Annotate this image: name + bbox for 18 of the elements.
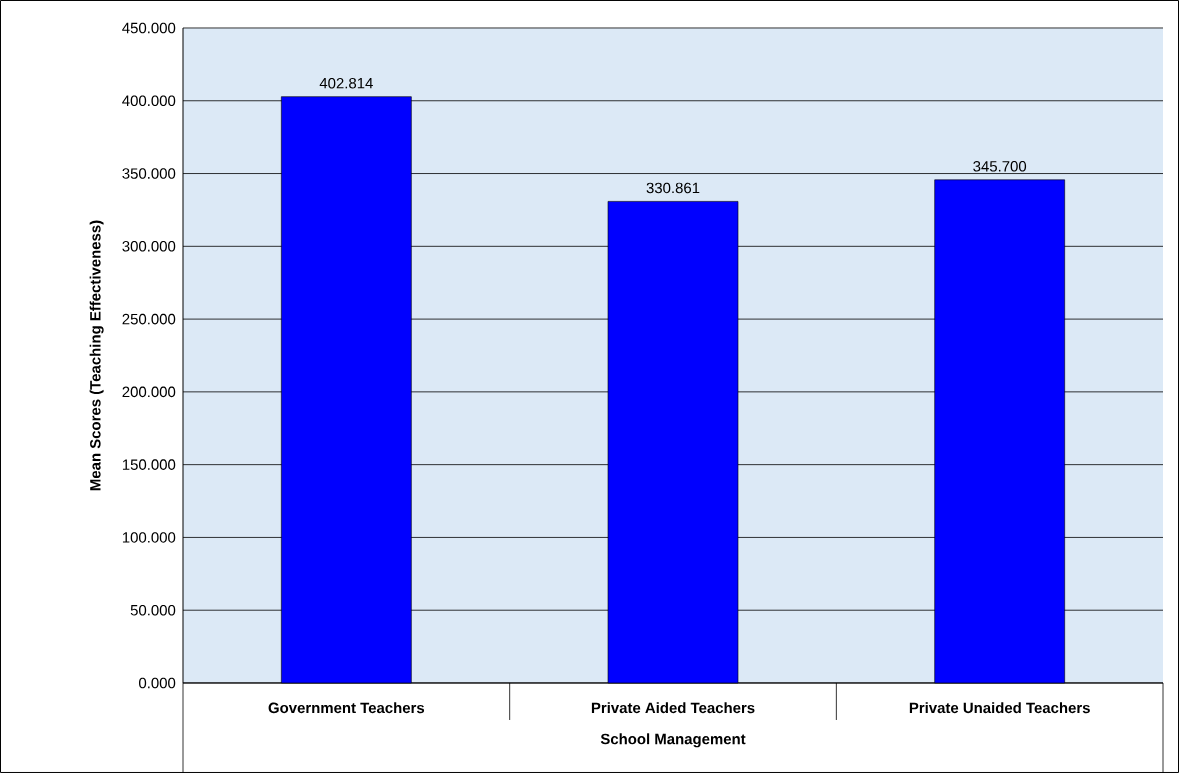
y-tick-label: 250.000 <box>122 313 176 325</box>
y-tick-label: 100.000 <box>122 532 176 543</box>
y-tick-label: 50.000 <box>130 604 176 616</box>
data-label: 330.861 <box>646 182 700 194</box>
x-tick-label: Private Unaided Teachers <box>909 702 1090 714</box>
x-tick-label: Government Teachers <box>268 702 425 714</box>
y-tick-label: 150.000 <box>122 459 176 470</box>
data-label: 402.814 <box>319 77 373 89</box>
y-tick-label: 350.000 <box>122 168 176 179</box>
x-axis-title: School Management <box>600 733 746 748</box>
x-tick-label: Private Aided Teachers <box>591 702 755 714</box>
y-tick-label: 300.000 <box>122 241 176 252</box>
y-tick-label: 450.000 <box>122 22 176 34</box>
y-tick-label: 400.000 <box>122 95 176 107</box>
y-axis-title: Mean Scores (Teaching Effectiveness) <box>89 220 104 491</box>
y-tick-label: 0.000 <box>139 677 176 689</box>
y-tick-label: 200.000 <box>122 386 176 398</box>
data-label: 345.700 <box>973 161 1027 172</box>
